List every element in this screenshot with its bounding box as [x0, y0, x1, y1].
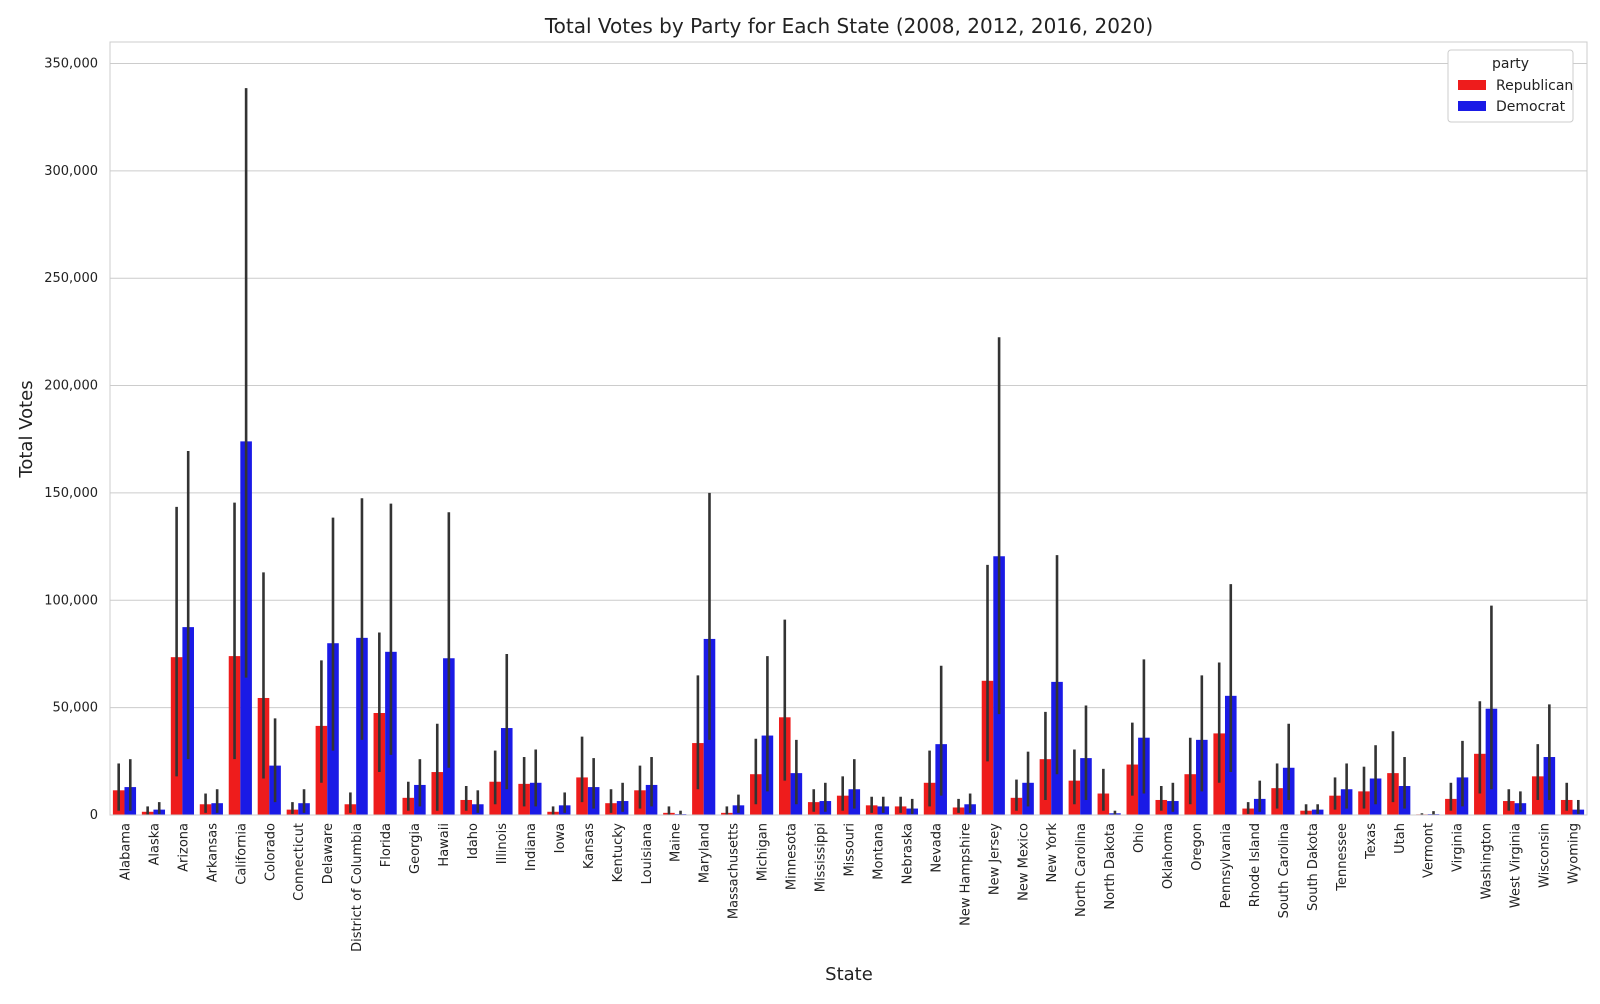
x-tick-labels: Alabama Alaska Arizona Arkansas California Co… — [118, 823, 1581, 952]
x-tick-label: Alabama — [118, 823, 133, 880]
x-tick-label: Colorado — [263, 823, 278, 881]
x-tick-label: Tennessee — [1335, 823, 1350, 892]
y-tick-label: 250,000 — [44, 271, 98, 286]
x-tick-label: Oregon — [1190, 823, 1205, 871]
x-tick-label: Washington — [1480, 823, 1495, 899]
x-tick-label: North Carolina — [1074, 823, 1089, 917]
error-bars — [117, 88, 1580, 815]
x-tick-label: Missouri — [843, 823, 858, 877]
x-tick-label: New Mexico — [1016, 823, 1031, 901]
y-tick-label: 100,000 — [44, 593, 98, 608]
x-tick-label: District of Columbia — [350, 823, 365, 952]
legend-label-republican: Republican — [1496, 78, 1573, 94]
x-tick-label: Montana — [871, 823, 886, 880]
legend-swatch-republican — [1458, 80, 1486, 90]
legend: party Republican Democrat — [1447, 49, 1574, 123]
x-tick-label: Idaho — [466, 823, 481, 859]
y-tick-label: 300,000 — [44, 164, 98, 179]
y-tick-label: 350,000 — [44, 56, 98, 71]
x-tick-label: Louisiana — [640, 823, 655, 884]
y-tick-label: 200,000 — [44, 379, 98, 394]
x-tick-label: Michigan — [756, 823, 771, 881]
legend-label-democrat: Democrat — [1496, 99, 1566, 115]
x-tick-label: West Virginia — [1509, 823, 1524, 908]
legend-title: party — [1492, 56, 1529, 72]
legend-swatch-democrat — [1458, 101, 1486, 111]
x-tick-label: Wisconsin — [1538, 823, 1553, 888]
x-tick-label: Delaware — [321, 823, 336, 884]
x-tick-label: Nevada — [929, 823, 944, 873]
x-tick-label: Kentucky — [611, 823, 626, 883]
x-tick-label: Alaska — [147, 823, 162, 866]
x-tick-label: Texas — [1364, 823, 1379, 860]
x-tick-label: North Dakota — [1103, 823, 1118, 910]
x-tick-label: Iowa — [553, 823, 568, 853]
x-tick-label: Rhode Island — [1248, 823, 1263, 907]
x-tick-label: South Carolina — [1277, 823, 1292, 918]
x-tick-label: Nebraska — [900, 823, 915, 884]
y-tick-label: 150,000 — [44, 486, 98, 501]
x-tick-label: Arkansas — [205, 823, 220, 882]
x-tick-label: Vermont — [1422, 823, 1437, 878]
x-tick-label: Mississippi — [814, 823, 829, 892]
x-tick-label: Arizona — [176, 823, 191, 872]
x-axis-title: State — [825, 964, 873, 985]
x-tick-label: Florida — [379, 823, 394, 867]
x-tick-label: Oklahoma — [1161, 823, 1176, 889]
x-tick-label: South Dakota — [1306, 823, 1321, 911]
x-tick-label: Indiana — [524, 823, 539, 871]
x-tick-label: Minnesota — [785, 823, 800, 890]
x-tick-label: New Jersey — [987, 823, 1002, 895]
x-tick-label: Georgia — [408, 823, 423, 874]
plot-frame — [109, 41, 1588, 816]
x-tick-label: Massachusetts — [727, 823, 742, 919]
y-tick-labels: 0 50,000 100,000 150,000 200,000 250,000 300,0… — [44, 56, 98, 823]
x-tick-label: Kansas — [582, 823, 597, 869]
y-axis-title: Total Votes — [16, 380, 37, 478]
x-tick-label: New York — [1045, 823, 1060, 883]
x-tick-label: Maryland — [698, 823, 713, 883]
chart-title: Total Votes by Party for Each State (200… — [544, 14, 1153, 38]
x-tick-label: Utah — [1393, 823, 1408, 854]
x-tick-label: Connecticut — [292, 823, 307, 901]
x-tick-label: California — [234, 823, 249, 885]
x-tick-label: Wyoming — [1567, 823, 1582, 884]
x-tick-label: Hawaii — [437, 823, 452, 867]
x-tick-label: Virginia — [1451, 823, 1466, 872]
x-tick-label: New Hampshire — [958, 823, 973, 926]
x-tick-label: Maine — [669, 823, 684, 862]
x-tick-label: Illinois — [495, 823, 510, 864]
x-tick-label: Pennsylvania — [1219, 823, 1234, 908]
x-tick-label: Ohio — [1132, 823, 1147, 853]
y-tick-label: 50,000 — [53, 701, 99, 716]
y-tick-label: 0 — [90, 808, 98, 823]
